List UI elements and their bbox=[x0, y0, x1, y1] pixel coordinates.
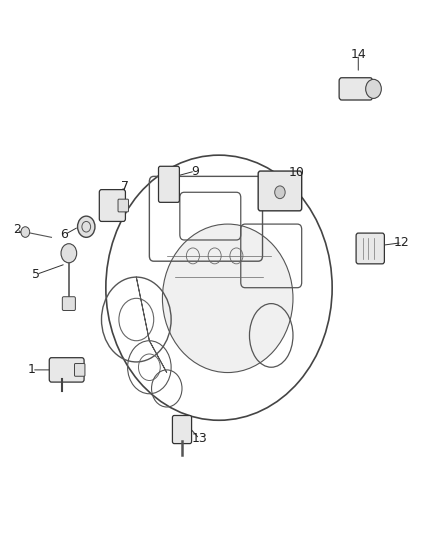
Ellipse shape bbox=[162, 224, 293, 373]
Text: 2: 2 bbox=[13, 223, 21, 236]
FancyBboxPatch shape bbox=[49, 358, 84, 382]
FancyBboxPatch shape bbox=[74, 364, 85, 376]
FancyBboxPatch shape bbox=[356, 233, 385, 264]
Text: 6: 6 bbox=[60, 228, 68, 241]
FancyBboxPatch shape bbox=[258, 171, 302, 211]
Text: 9: 9 bbox=[191, 165, 199, 177]
FancyBboxPatch shape bbox=[173, 416, 191, 443]
Text: 14: 14 bbox=[350, 48, 366, 61]
Circle shape bbox=[61, 244, 77, 263]
FancyBboxPatch shape bbox=[62, 297, 75, 311]
Circle shape bbox=[78, 216, 95, 237]
Text: 7: 7 bbox=[121, 181, 129, 193]
Circle shape bbox=[366, 79, 381, 99]
Circle shape bbox=[21, 227, 30, 237]
Text: 13: 13 bbox=[191, 432, 207, 446]
FancyBboxPatch shape bbox=[99, 190, 125, 221]
FancyBboxPatch shape bbox=[339, 78, 373, 100]
FancyBboxPatch shape bbox=[118, 199, 128, 212]
Text: 10: 10 bbox=[289, 166, 304, 179]
FancyBboxPatch shape bbox=[159, 166, 180, 203]
Text: 1: 1 bbox=[28, 364, 36, 376]
Text: 12: 12 bbox=[394, 236, 410, 249]
Text: 5: 5 bbox=[32, 268, 40, 281]
Circle shape bbox=[275, 186, 285, 199]
